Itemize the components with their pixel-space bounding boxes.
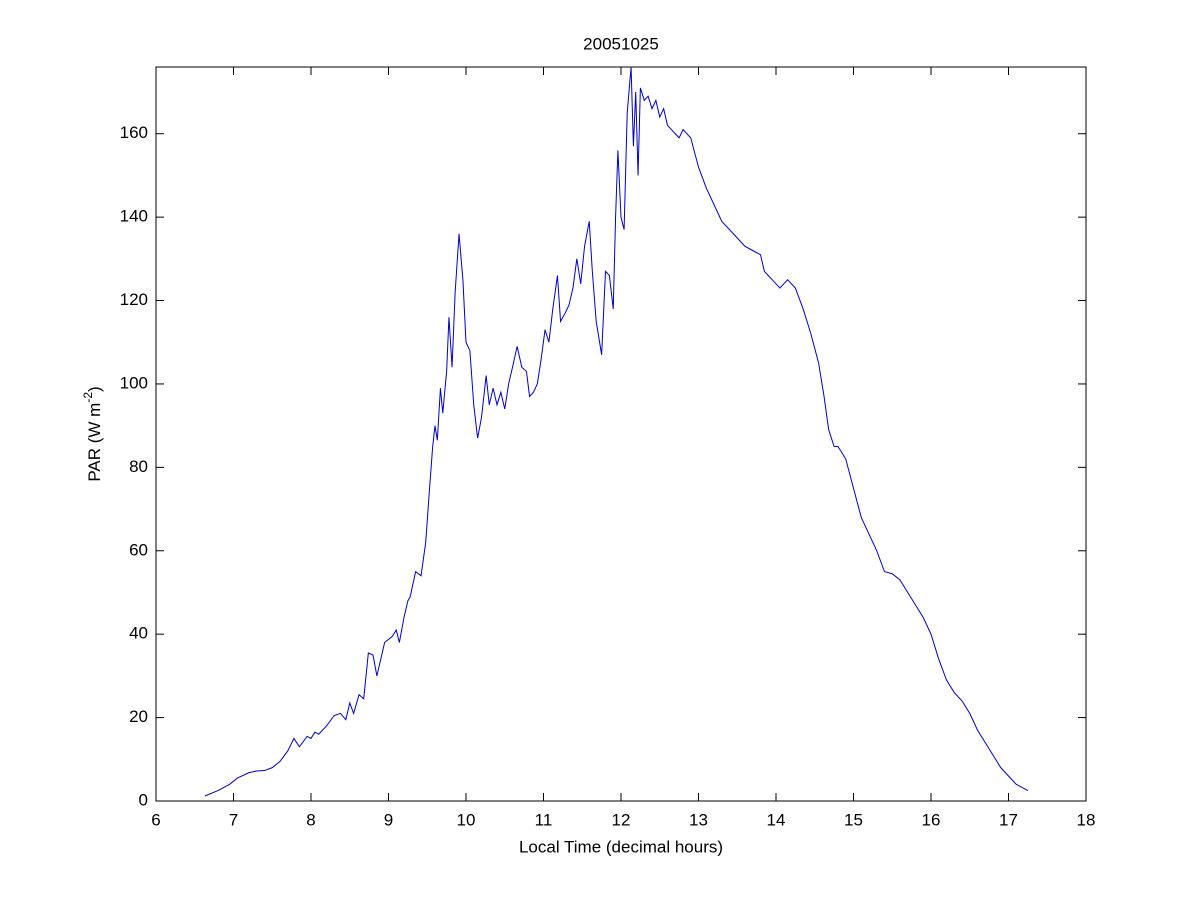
x-tick-label: 9 [384,810,393,829]
y-tick-label: 100 [120,373,148,392]
x-tick-label: 8 [306,810,315,829]
y-tick-label: 20 [129,707,148,726]
x-tick-label: 15 [844,810,863,829]
x-tick-label: 6 [151,810,160,829]
y-tick-label: 140 [120,207,148,226]
y-tick-label: 80 [129,457,148,476]
chart-title: 20051025 [583,34,659,53]
x-tick-label: 14 [767,810,786,829]
x-tick-label: 18 [1077,810,1096,829]
x-tick-label: 17 [999,810,1018,829]
y-tick-label: 160 [120,123,148,142]
x-tick-label: 12 [612,810,631,829]
y-tick-label: 0 [139,790,148,809]
x-tick-label: 13 [689,810,708,829]
y-tick-label: 60 [129,540,148,559]
x-tick-label: 7 [229,810,238,829]
x-tick-label: 16 [922,810,941,829]
y-axis-label: PAR (W m-2) [81,386,104,481]
plot-area [155,66,1087,802]
y-tick-label: 120 [120,290,148,309]
y-axis-label-sup: -2 [81,392,95,403]
data-line [204,66,1029,797]
y-axis-label-text: ) [85,386,104,392]
y-tick-label: 40 [129,624,148,643]
x-tick-label: 11 [535,810,553,829]
y-axis-label-text: PAR (W m [85,403,104,482]
x-axis-label: Local Time (decimal hours) [519,837,723,856]
x-tick-label: 10 [457,810,476,829]
